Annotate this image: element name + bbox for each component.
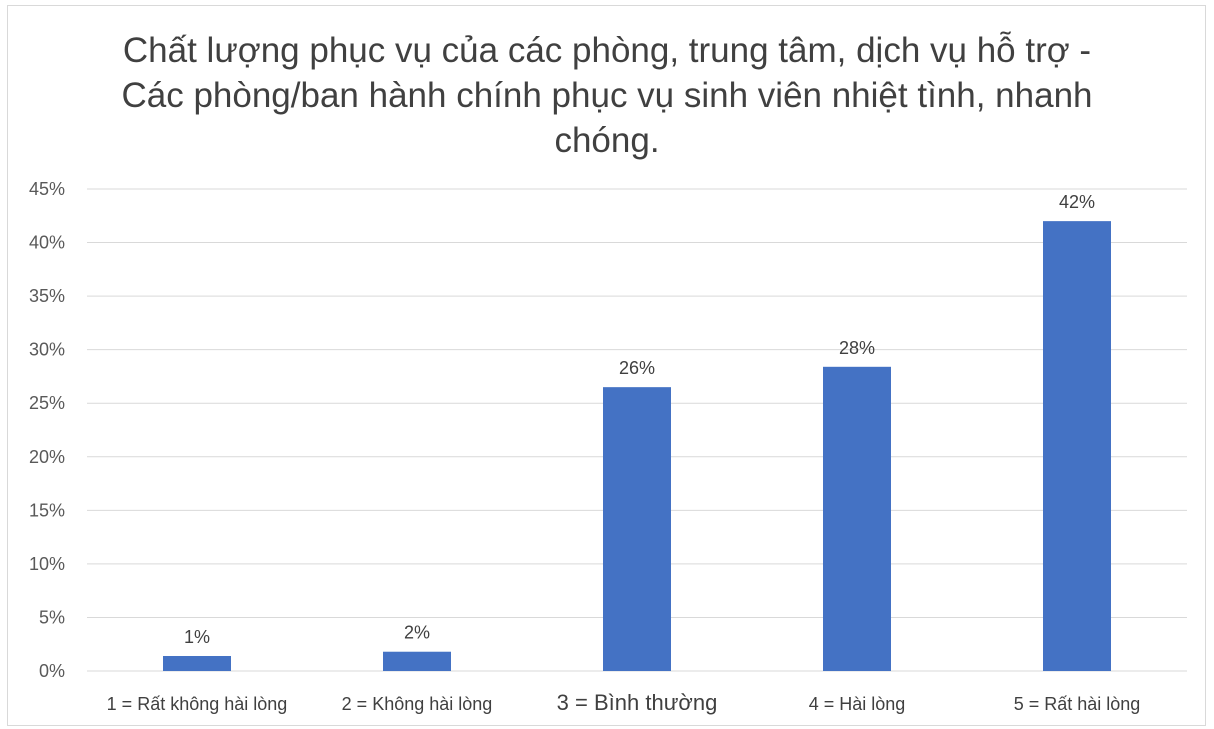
data-label-3: 26% — [619, 358, 655, 378]
y-tick-label-45: 45% — [29, 179, 65, 199]
y-tick-label-30: 30% — [29, 340, 65, 360]
y-tick-label-10: 10% — [29, 554, 65, 574]
data-label-4: 28% — [839, 338, 875, 358]
data-label-2: 2% — [404, 623, 430, 643]
category-label-1: 1 = Rất không hài lòng — [107, 694, 288, 714]
y-tick-label-0: 0% — [39, 661, 65, 681]
bar-2 — [383, 651, 451, 671]
y-tick-label-15: 15% — [29, 500, 65, 520]
y-tick-label-40: 40% — [29, 233, 65, 253]
category-label-4: 4 = Hài lòng — [809, 694, 906, 714]
category-label-5: 5 = Rất hài lòng — [1014, 694, 1141, 714]
y-tick-label-35: 35% — [29, 286, 65, 306]
y-tick-label-5: 5% — [39, 607, 65, 627]
y-tick-label-20: 20% — [29, 447, 65, 467]
bar-3 — [603, 387, 671, 671]
bar-4 — [823, 366, 891, 671]
category-label-2: 2 = Không hài lòng — [342, 694, 493, 714]
y-tick-label-25: 25% — [29, 393, 65, 413]
category-label-3: 3 = Bình thường — [557, 690, 718, 715]
chart-title: Chất lượng phục vụ của các phòng, trung … — [121, 31, 1093, 160]
data-label-5: 42% — [1059, 192, 1095, 212]
bar-5 — [1043, 221, 1111, 671]
data-label-1: 1% — [184, 627, 210, 647]
bar-1 — [163, 656, 231, 671]
